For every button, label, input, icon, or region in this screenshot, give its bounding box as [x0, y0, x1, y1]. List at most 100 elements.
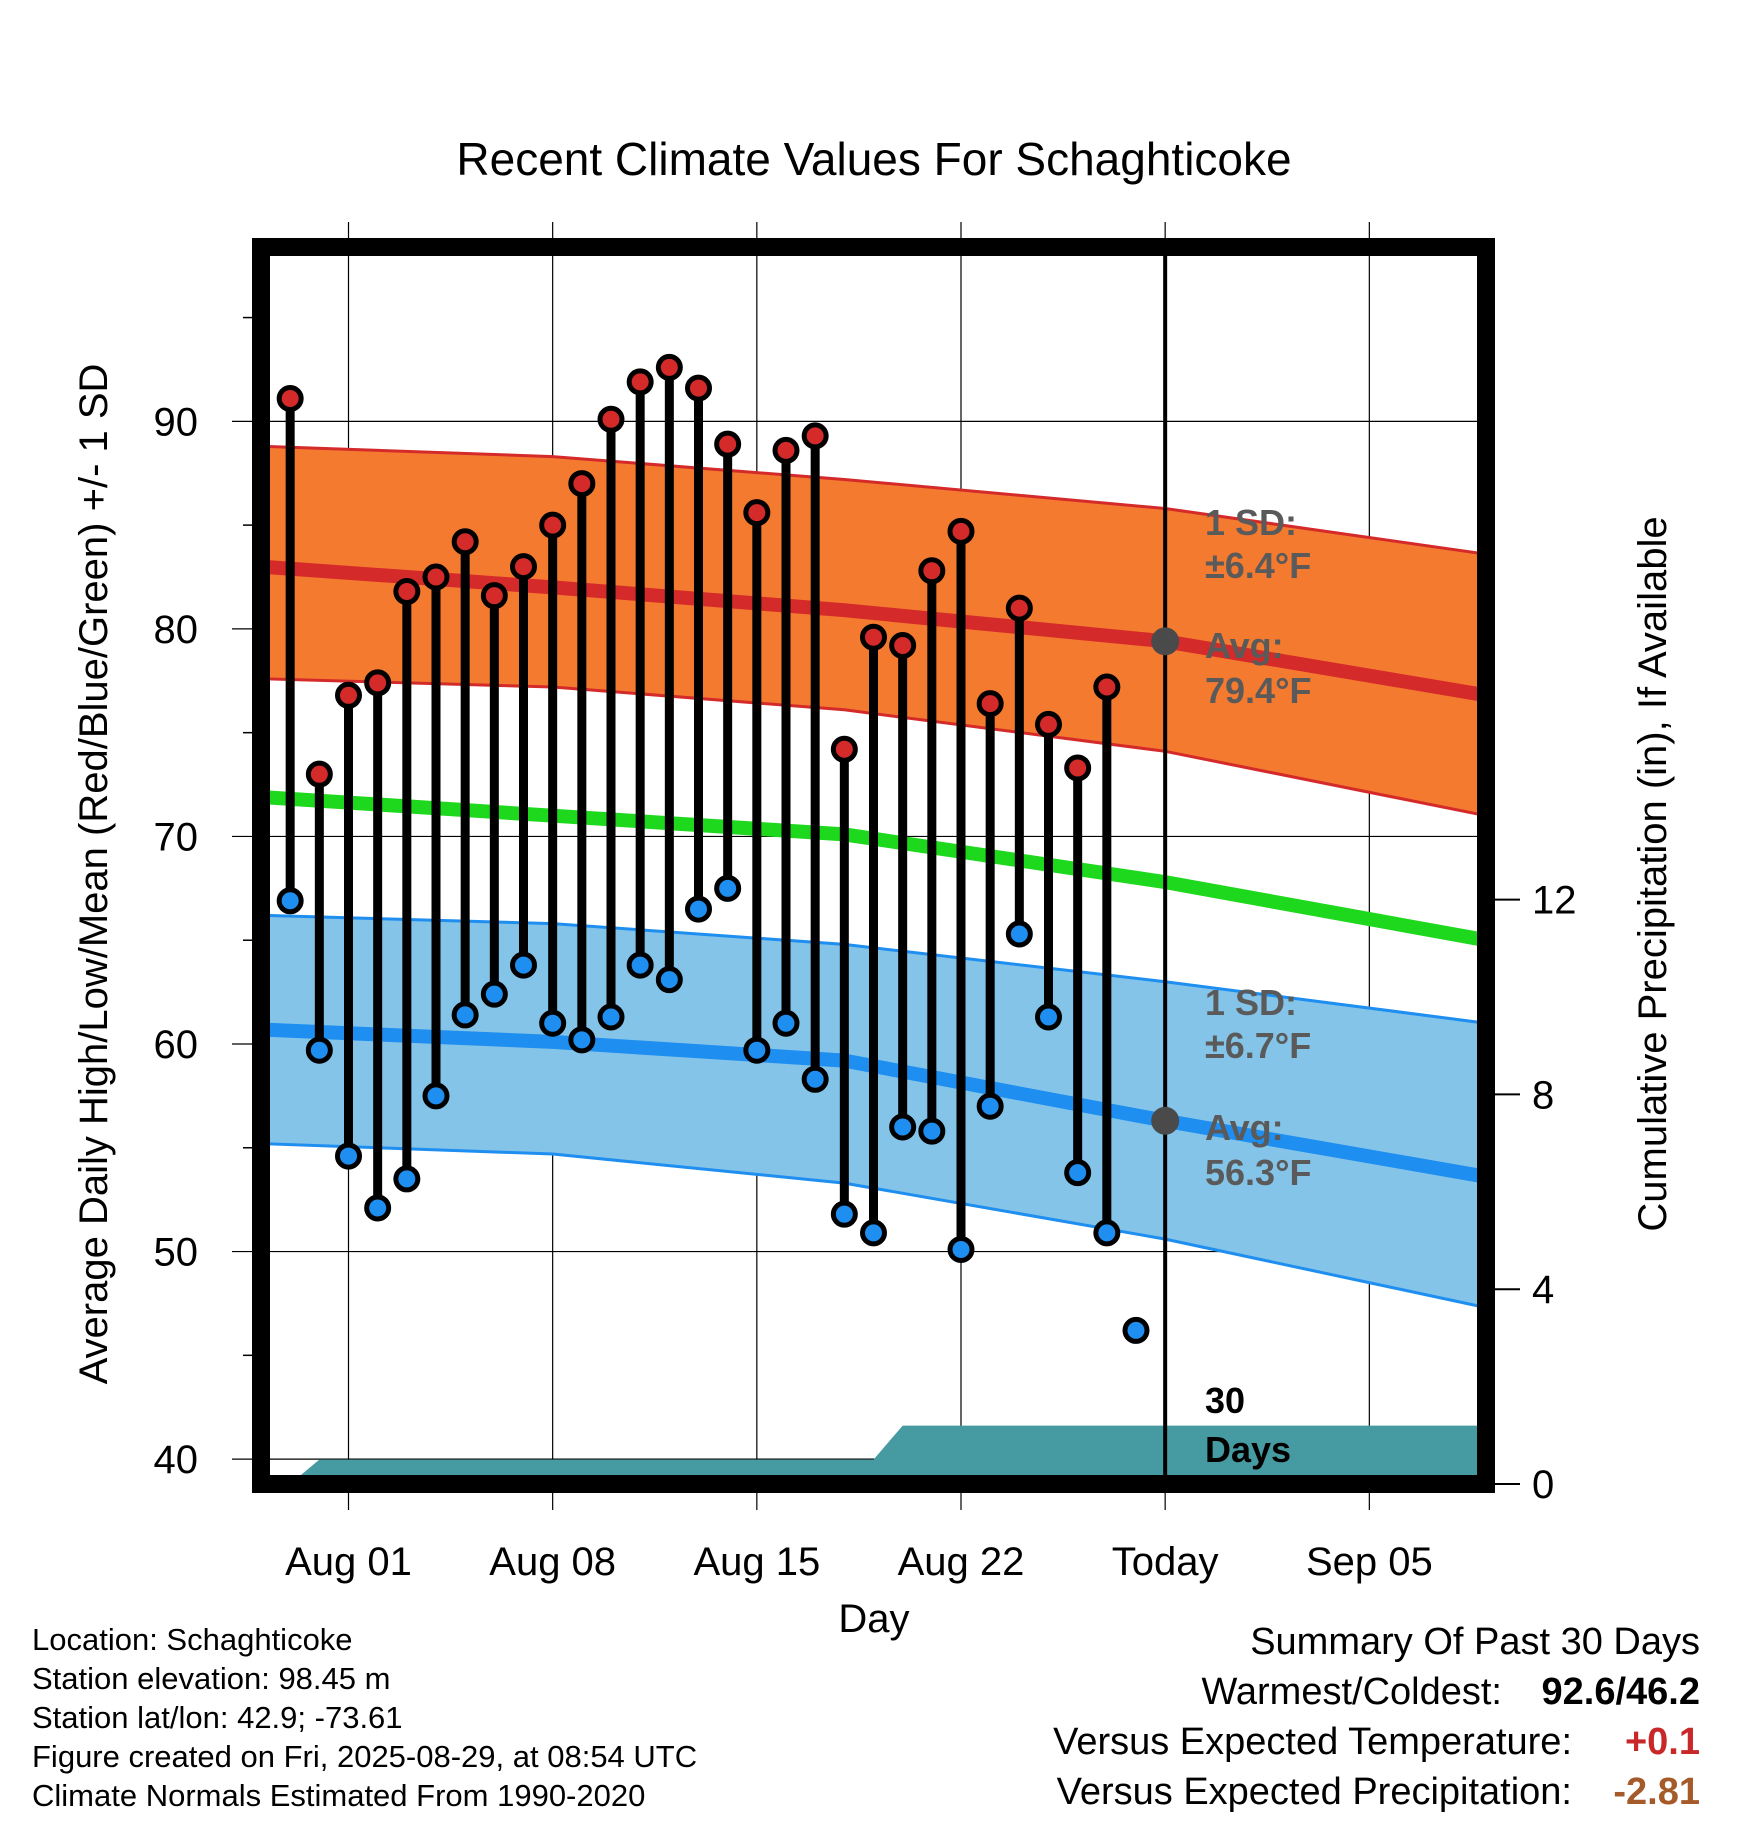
low-avg-value: 56.3°F	[1205, 1152, 1311, 1193]
daily-high-dot	[276, 385, 304, 413]
today-high-avg-marker	[1151, 627, 1180, 656]
daily-high-dot	[1093, 673, 1121, 701]
info-normals: Climate Normals Estimated From 1990-2020	[32, 1778, 646, 1813]
daily-high-dot	[510, 553, 537, 581]
daily-high-dot	[685, 374, 712, 402]
info-latlon: Station lat/lon: 42.9; -73.61	[32, 1700, 403, 1735]
daily-low-dot	[597, 1003, 625, 1031]
info-elevation: Station elevation: 98.45 m	[32, 1661, 391, 1696]
high-sd-value: ±6.4°F	[1205, 545, 1311, 586]
y-tick-label-left: 90	[154, 400, 199, 444]
precipitation-area	[290, 1425, 1487, 1484]
daily-high-dot	[860, 623, 887, 651]
summary-temp-row: Versus Expected Temperature: +0.1	[900, 1717, 1700, 1767]
x-tick-label: Aug 22	[898, 1540, 1025, 1584]
daily-low-dot	[276, 887, 304, 915]
daily-high-dot	[1035, 710, 1062, 738]
y-axis-title-left: Average Daily High/Low/Mean (Red/Blue/Gr…	[72, 364, 116, 1385]
warm-cold-value: 92.6/46.2	[1541, 1671, 1700, 1713]
summary-precip-row: Versus Expected Precipitation: -2.81	[900, 1767, 1700, 1817]
axes: Aug 01 Aug 08 Aug 15 Aug 22 Today Sep 0540506…	[154, 316, 1577, 1584]
daily-low-dot	[1093, 1219, 1121, 1247]
y-tick-label-left: 80	[154, 608, 199, 652]
low-avg-label: Avg:	[1205, 1107, 1284, 1148]
daily-low-dot	[889, 1113, 917, 1141]
daily-low-dot	[685, 895, 712, 923]
station-info: Location: Schaghticoke Station elevation…	[32, 1620, 697, 1815]
daily-low-dot	[305, 1036, 333, 1064]
high-sd-label: 1 SD:	[1205, 502, 1297, 543]
normal-annotations: 1 SD: ±6.4°F Avg: 79.4°F 1 SD: ±6.7°F Av…	[1205, 502, 1311, 1470]
days-word-label: Days	[1205, 1429, 1291, 1470]
daily-high-dot	[889, 631, 917, 659]
low-sd-value: ±6.7°F	[1205, 1025, 1311, 1066]
daily-low-dot	[510, 951, 537, 979]
daily-high-dot	[918, 557, 946, 585]
daily-low-dot	[772, 1009, 800, 1037]
daily-low-dot	[626, 951, 654, 979]
daily-low-dot	[1035, 1003, 1062, 1031]
daily-high-dot	[568, 470, 596, 498]
chart-title: Recent Climate Values For Schaghticoke	[456, 133, 1291, 185]
y-tick-label-right: 8	[1532, 1073, 1554, 1117]
daily-high-dot	[539, 511, 567, 539]
info-created: Figure created on Fri, 2025-08-29, at 08…	[32, 1739, 698, 1774]
high-avg-value: 79.4°F	[1205, 670, 1311, 711]
x-tick-label: Aug 01	[285, 1540, 412, 1584]
summary-warm-cold-row: Warmest/Coldest: 92.6/46.2	[900, 1667, 1700, 1717]
daily-high-dot	[1064, 754, 1092, 782]
daily-low-dot	[1005, 920, 1033, 948]
high-avg-label: Avg:	[1205, 625, 1284, 666]
daily-low-dot	[335, 1142, 362, 1170]
daily-low-dot	[655, 966, 683, 994]
observed-temperatures	[276, 353, 1150, 1344]
daily-low-dot	[480, 980, 508, 1008]
y-tick-label-left: 50	[154, 1231, 199, 1275]
daily-high-dot	[976, 690, 1004, 718]
daily-high-dot	[451, 528, 479, 556]
daily-low-dot	[539, 1009, 567, 1037]
y-axis-title-right: Cumulative Precipitation (in), If Availa…	[1631, 516, 1675, 1231]
daily-high-dot	[597, 405, 625, 433]
daily-high-dot	[422, 563, 450, 591]
x-tick-label: Today	[1112, 1540, 1219, 1584]
daily-low-dot	[451, 1001, 479, 1029]
daily-low-dot	[743, 1036, 771, 1064]
daily-high-dot	[393, 578, 421, 606]
daily-high-dot	[947, 517, 975, 545]
plot-frame	[252, 238, 1495, 1493]
x-tick-label: Aug 15	[693, 1540, 820, 1584]
y-tick-label-left: 60	[154, 1023, 199, 1067]
today-line	[1151, 247, 1180, 1484]
today-low-avg-marker	[1151, 1106, 1180, 1135]
low-sd-label: 1 SD:	[1205, 982, 1297, 1023]
temp-label: Versus Expected Temperature:	[1053, 1721, 1572, 1763]
precip-value: -2.81	[1613, 1771, 1700, 1813]
daily-low-dot	[393, 1165, 421, 1193]
precip-cumulative-area	[290, 1425, 1487, 1484]
daily-high-dot	[830, 735, 858, 763]
daily-low-dot	[918, 1117, 946, 1145]
daily-low-dot	[714, 874, 742, 902]
warm-cold-label: Warmest/Coldest:	[1201, 1671, 1502, 1713]
daily-high-dot	[772, 436, 800, 464]
daily-high-dot	[626, 368, 654, 396]
grid-lines	[232, 222, 1486, 1510]
high-normal-line	[260, 559, 1488, 703]
daily-low-dot	[568, 1026, 596, 1054]
daily-low-dot	[422, 1082, 450, 1110]
daily-high-dot	[801, 422, 829, 450]
summary-panel: Summary Of Past 30 Days Warmest/Coldest:…	[900, 1617, 1700, 1817]
y-tick-label-right: 0	[1532, 1463, 1554, 1507]
y-tick-label-left: 40	[154, 1438, 199, 1482]
x-axis-title: Day	[838, 1597, 909, 1641]
x-tick-label: Sep 05	[1306, 1540, 1433, 1584]
daily-low-dot	[860, 1219, 887, 1247]
daily-high-dot	[714, 430, 742, 458]
daily-high-dot	[305, 760, 333, 788]
y-tick-label-right: 12	[1532, 879, 1577, 923]
info-location: Location: Schaghticoke	[32, 1622, 353, 1657]
daily-low-dot	[364, 1194, 392, 1222]
temp-value: +0.1	[1624, 1721, 1700, 1763]
